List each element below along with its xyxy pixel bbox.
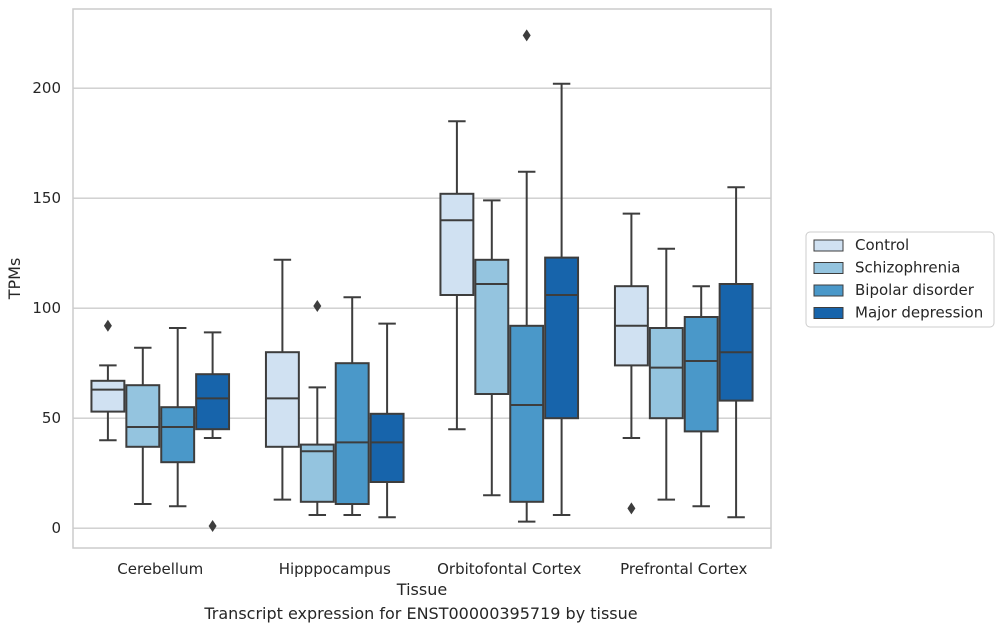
box-iqr bbox=[648, 327, 684, 420]
x-tick-label: Prefrontal Cortex bbox=[620, 560, 747, 578]
box-control bbox=[90, 319, 126, 442]
box-iqr bbox=[439, 192, 475, 296]
box-iqr bbox=[264, 351, 300, 448]
box-iqr bbox=[544, 256, 580, 420]
x-axis-label: Tissue bbox=[396, 580, 447, 599]
box-schizophrenia bbox=[474, 199, 510, 497]
x-axis-ticks: Cerebellum Hipppocampus Orbitofontal Corte… bbox=[117, 560, 747, 578]
y-axis-ticks: 0 50 100 150 200 bbox=[32, 79, 61, 537]
box-bipolar-disorder bbox=[160, 327, 196, 508]
legend: Control Schizophrenia Bipolar disorder Majo… bbox=[805, 231, 995, 328]
box-major-depression bbox=[718, 186, 754, 519]
box-iqr bbox=[474, 258, 510, 395]
y-axis-label: TPMs bbox=[5, 258, 24, 301]
box-iqr bbox=[718, 283, 754, 402]
box-iqr bbox=[90, 379, 126, 413]
box-schizophrenia bbox=[648, 247, 684, 501]
box-iqr bbox=[125, 384, 161, 448]
legend-label: Control bbox=[855, 236, 909, 254]
box-schizophrenia bbox=[125, 346, 161, 505]
box-iqr bbox=[160, 406, 196, 464]
box-iqr bbox=[369, 412, 405, 483]
legend-label: Schizophrenia bbox=[855, 259, 960, 277]
outlier-point bbox=[103, 319, 112, 332]
y-tick-label: 50 bbox=[42, 409, 61, 427]
y-tick-label: 100 bbox=[32, 299, 61, 317]
box-iqr bbox=[334, 362, 370, 506]
outlier-point bbox=[208, 520, 217, 532]
box-plot-series bbox=[90, 29, 754, 532]
outlier-point bbox=[627, 502, 636, 515]
outlier-point bbox=[522, 29, 531, 42]
box-iqr bbox=[299, 443, 335, 503]
box-bipolar-disorder bbox=[683, 285, 719, 508]
box-major-depression bbox=[195, 331, 231, 532]
legend-swatch bbox=[813, 239, 844, 252]
y-tick-label: 0 bbox=[51, 519, 61, 537]
box-major-depression bbox=[369, 322, 405, 519]
chart-caption: Transcript expression for ENST0000039571… bbox=[204, 604, 638, 623]
box-iqr bbox=[683, 316, 719, 433]
x-tick-label: Cerebellum bbox=[117, 560, 203, 578]
box-major-depression bbox=[544, 82, 580, 516]
box-iqr bbox=[195, 373, 231, 431]
legend-swatch bbox=[813, 307, 844, 319]
box-bipolar-disorder bbox=[334, 296, 370, 516]
box-control bbox=[439, 120, 475, 431]
y-tick-label: 150 bbox=[32, 189, 61, 207]
y-tick-label: 200 bbox=[32, 79, 61, 97]
box-bipolar-disorder bbox=[509, 29, 545, 523]
legend-label: Bipolar disorder bbox=[855, 281, 975, 299]
box-control bbox=[264, 258, 300, 501]
legend-frame bbox=[805, 231, 995, 328]
box-schizophrenia bbox=[299, 300, 335, 516]
legend-label: Major depression bbox=[855, 304, 983, 322]
x-tick-label: Orbitofontal Cortex bbox=[437, 560, 581, 578]
box-control bbox=[613, 212, 649, 515]
x-tick-label: Hipppocampus bbox=[279, 560, 391, 578]
outlier-point bbox=[313, 300, 322, 312]
plot-frame bbox=[72, 8, 772, 549]
box-iqr bbox=[509, 324, 545, 503]
legend-swatch bbox=[813, 262, 844, 274]
legend-swatch bbox=[813, 284, 844, 297]
